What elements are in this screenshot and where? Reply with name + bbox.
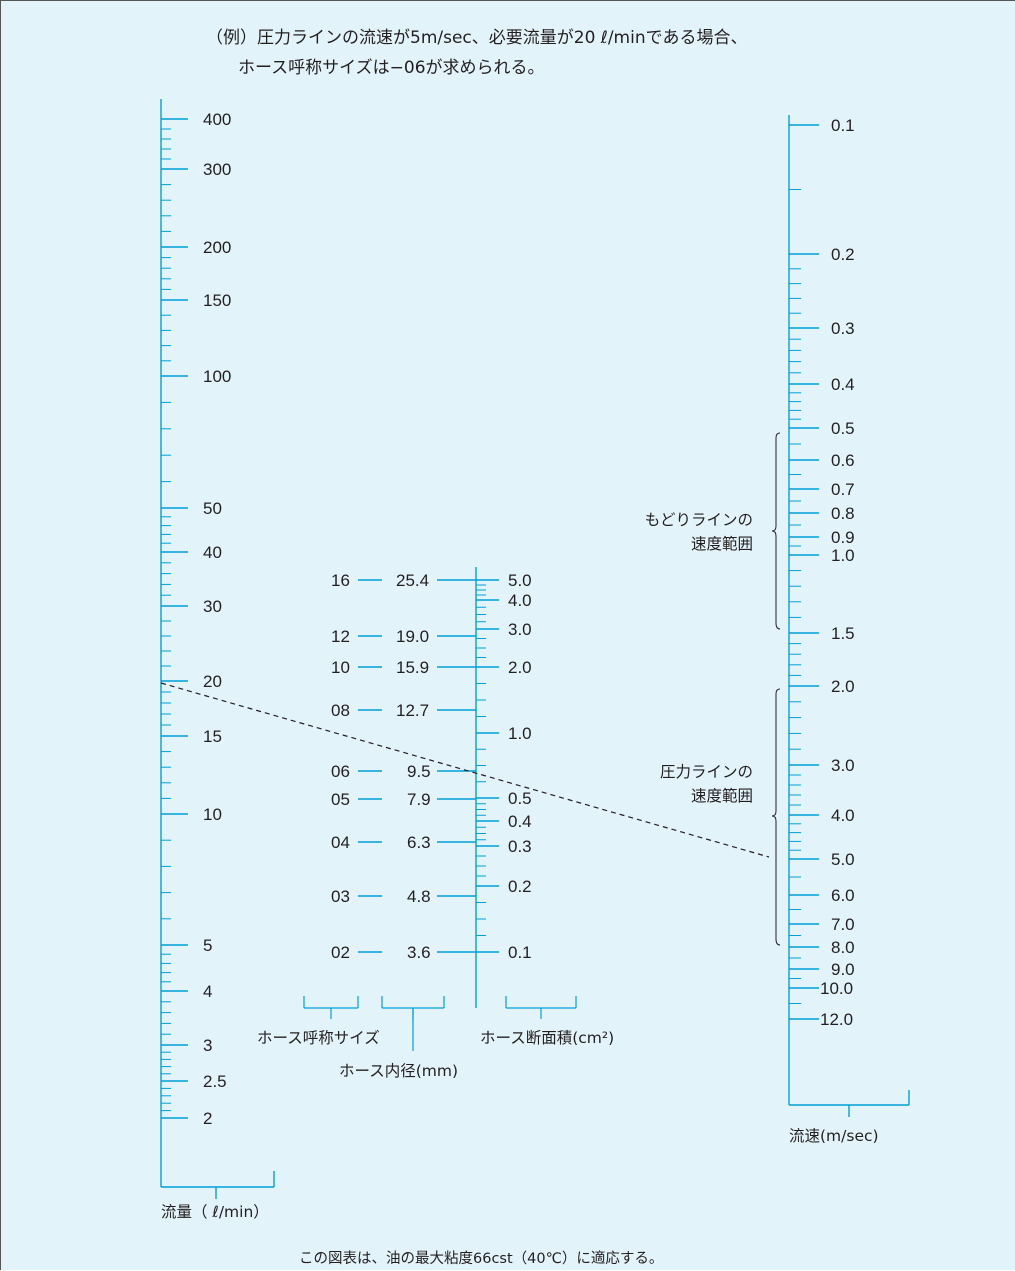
velocity-label-7.0: 7.0	[831, 915, 855, 934]
velocity-label-0.9: 0.9	[831, 528, 855, 547]
return-range-label-1: もどりラインの	[645, 511, 753, 529]
velocity-label-3.0: 3.0	[831, 756, 855, 775]
velocity-label-0.3: 0.3	[831, 319, 855, 338]
area-label-0.5: 0.5	[508, 789, 532, 808]
return-range-label-2: 速度範囲	[691, 535, 753, 553]
flow-label-150: 150	[203, 291, 231, 310]
hose-diameter-19.0: 19.0	[396, 627, 429, 646]
hose-size-16: 16	[331, 571, 350, 590]
flow-label-100: 100	[203, 367, 231, 386]
hose-diameter-9.5: 9.5	[407, 762, 431, 781]
pressure-range-label-1: 圧力ラインの	[660, 763, 753, 781]
hose-size-05: 05	[331, 790, 350, 809]
title-line-2: ホース呼称サイズは−06が求められる。	[238, 58, 545, 78]
flow-label-2.5: 2.5	[203, 1072, 227, 1091]
flow-label-20: 20	[203, 672, 222, 691]
velocity-label-4.0: 4.0	[831, 806, 855, 825]
hose-diameter-25.4: 25.4	[396, 571, 429, 590]
velocity-label-0.5: 0.5	[831, 419, 855, 438]
example-line	[160, 682, 770, 858]
flow-rate-labels: 400 300 200 150 100 50 40 30 20 15 10 5 …	[203, 110, 231, 1128]
hose-diameter-4.8: 4.8	[407, 887, 431, 906]
hose-diameter-3.6: 3.6	[407, 943, 431, 962]
area-label-0.3: 0.3	[508, 837, 532, 856]
hose-area-caption: ホース断面積(cm²)	[480, 1029, 614, 1047]
flow-label-400: 400	[203, 110, 231, 129]
area-label-0.1: 0.1	[508, 943, 532, 962]
velocity-label-1.5: 1.5	[831, 624, 855, 643]
hose-size-06: 06	[331, 762, 350, 781]
flow-label-15: 15	[203, 727, 222, 746]
flow-rate-caption: 流量（ ℓ/min）	[161, 1203, 269, 1221]
flow-label-40: 40	[203, 543, 222, 562]
velocity-labels: 0.1 0.2 0.3 0.4 0.5 0.6 0.7 0.8 0.9 1.0 …	[820, 116, 855, 1029]
flow-label-3: 3	[203, 1036, 212, 1055]
hose-diameter-6.3: 6.3	[407, 833, 431, 852]
hose-diameter-15.9: 15.9	[396, 658, 429, 677]
velocity-label-0.4: 0.4	[831, 375, 855, 394]
area-label-0.4: 0.4	[508, 812, 532, 831]
area-label-1.0: 1.0	[508, 724, 532, 743]
hose-size-03: 03	[331, 887, 350, 906]
flow-label-10: 10	[203, 805, 222, 824]
flow-label-30: 30	[203, 597, 222, 616]
velocity-scale	[788, 115, 910, 1117]
flow-label-2: 2	[203, 1109, 212, 1128]
area-label-3.0: 3.0	[508, 620, 532, 639]
velocity-label-1.0: 1.0	[831, 546, 855, 565]
area-label-4.0: 4.0	[508, 591, 532, 610]
return-range-bracket	[771, 432, 781, 630]
velocity-label-9.0: 9.0	[831, 960, 855, 979]
flow-label-200: 200	[203, 238, 231, 257]
velocity-caption: 流速(m/sec)	[789, 1127, 879, 1145]
velocity-label-5.0: 5.0	[831, 850, 855, 869]
hose-size-caption: ホース呼称サイズ	[257, 1029, 380, 1047]
flow-label-50: 50	[203, 499, 222, 518]
hose-size-10: 10	[331, 658, 350, 677]
title-line-1: （例）圧力ラインの流速が5m/sec、必要流量が20 ℓ/minである場合、	[206, 28, 747, 48]
velocity-label-8.0: 8.0	[831, 938, 855, 957]
flow-label-5: 5	[203, 936, 212, 955]
flow-label-300: 300	[203, 160, 231, 179]
hose-diameter-12.7: 12.7	[396, 701, 429, 720]
pressure-range-label-2: 速度範囲	[691, 787, 753, 805]
hose-diameter-caption: ホース内径(mm)	[339, 1062, 458, 1080]
area-label-5.0: 5.0	[508, 571, 532, 590]
velocity-label-12.0: 12.0	[820, 1010, 853, 1029]
hose-size-12: 12	[331, 627, 350, 646]
hose-size-02: 02	[331, 943, 350, 962]
area-label-2.0: 2.0	[508, 658, 532, 677]
hose-scale	[303, 567, 577, 1051]
velocity-label-0.2: 0.2	[831, 245, 855, 264]
velocity-label-6.0: 6.0	[831, 886, 855, 905]
flow-label-4: 4	[203, 982, 212, 1001]
hose-size-04: 04	[331, 833, 350, 852]
footnote: この図表は、油の最大粘度66cst（40℃）に適応する。	[299, 1249, 663, 1267]
hose-size-08: 08	[331, 701, 350, 720]
flow-rate-scale	[160, 99, 275, 1199]
hose-labels: 16 25.4 12 19.0 10 15.9 08 12.7 06 9.5 0…	[331, 571, 532, 962]
velocity-label-0.7: 0.7	[831, 480, 855, 499]
velocity-label-0.8: 0.8	[831, 504, 855, 523]
velocity-label-10.0: 10.0	[820, 979, 853, 998]
pressure-range-bracket	[771, 688, 781, 946]
hose-diameter-7.9: 7.9	[407, 790, 431, 809]
velocity-label-0.1: 0.1	[831, 116, 855, 135]
area-label-0.2: 0.2	[508, 877, 532, 896]
velocity-label-2.0: 2.0	[831, 677, 855, 696]
velocity-label-0.6: 0.6	[831, 451, 855, 470]
